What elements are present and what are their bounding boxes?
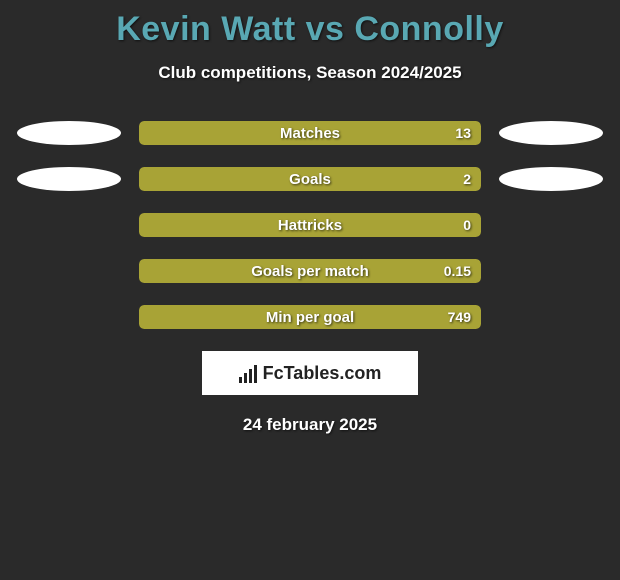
bar-fill — [139, 121, 481, 145]
stat-bar: Goals per match0.15 — [139, 259, 481, 283]
right-placeholder — [499, 305, 603, 329]
left-placeholder — [17, 305, 121, 329]
subtitle: Club competitions, Season 2024/2025 — [0, 63, 620, 83]
stat-row: Min per goal749 — [0, 305, 620, 329]
stat-row: Hattricks0 — [0, 213, 620, 237]
bar-fill — [139, 259, 481, 283]
right-ellipse — [499, 121, 603, 145]
stat-bar: Matches13 — [139, 121, 481, 145]
date-text: 24 february 2025 — [0, 415, 620, 435]
bar-fill — [139, 213, 481, 237]
stat-row: Goals2 — [0, 167, 620, 191]
chart-icon — [239, 363, 257, 383]
left-placeholder — [17, 259, 121, 283]
logo-box[interactable]: FcTables.com — [202, 351, 418, 395]
stat-row: Matches13 — [0, 121, 620, 145]
bar-fill — [139, 167, 481, 191]
page-title: Kevin Watt vs Connolly — [0, 0, 620, 49]
stat-row: Goals per match0.15 — [0, 259, 620, 283]
left-placeholder — [17, 213, 121, 237]
stat-bar: Hattricks0 — [139, 213, 481, 237]
stats-container: Matches13 Goals2 Hattricks0 Goals per match… — [0, 121, 620, 329]
bar-fill — [139, 305, 481, 329]
left-ellipse — [17, 167, 121, 191]
right-placeholder — [499, 259, 603, 283]
right-placeholder — [499, 213, 603, 237]
logo-text: FcTables.com — [263, 363, 382, 384]
left-ellipse — [17, 121, 121, 145]
right-ellipse — [499, 167, 603, 191]
stat-bar: Min per goal749 — [139, 305, 481, 329]
stat-bar: Goals2 — [139, 167, 481, 191]
